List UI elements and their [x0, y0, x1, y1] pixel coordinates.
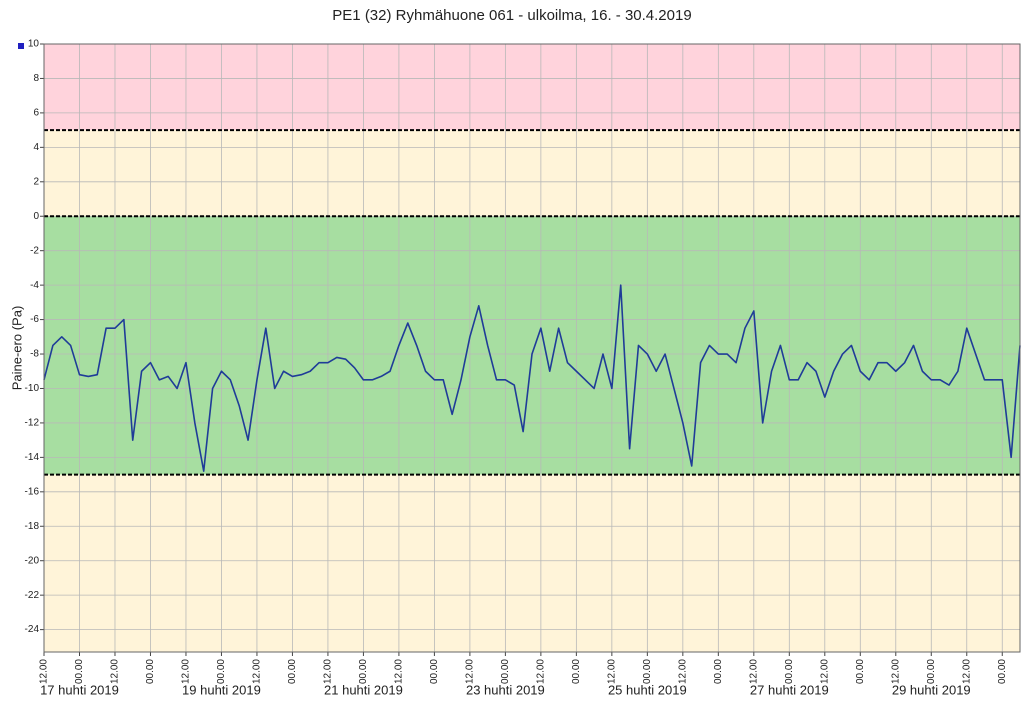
y-tick-label: -24 — [25, 624, 40, 635]
zone — [44, 130, 1020, 217]
x-tick-label: 12.00 — [536, 659, 547, 684]
x-tick-label: 00.00 — [429, 659, 440, 684]
y-tick-label: 4 — [33, 142, 39, 153]
y-tick-label: -2 — [30, 245, 39, 256]
y-tick-label: -12 — [25, 418, 40, 429]
x-tick-label: 12.00 — [890, 659, 901, 684]
zone — [44, 474, 1020, 652]
x-tick-label: 00.00 — [926, 659, 937, 684]
y-tick-label: 0 — [33, 211, 39, 222]
x-tick-label: 12.00 — [819, 659, 830, 684]
x-tick-label: 12.00 — [110, 659, 121, 684]
y-axis-title: Paine-ero (Pa) — [9, 306, 24, 391]
y-tick-label: -8 — [30, 349, 39, 360]
x-tick-label: 00.00 — [784, 659, 795, 684]
x-tick-label: 12.00 — [961, 659, 972, 684]
x-tick-label: 00.00 — [74, 659, 85, 684]
x-tick-label: 12.00 — [677, 659, 688, 684]
x-tick-label: 12.00 — [323, 659, 334, 684]
data-line — [43, 284, 1021, 472]
day-label: 19 huhti 2019 — [182, 682, 261, 697]
y-tick-label: -6 — [30, 314, 39, 325]
plot-frame — [43, 43, 1021, 653]
day-label: 23 huhti 2019 — [466, 682, 545, 697]
y-tick-label: -14 — [25, 452, 40, 463]
day-label: 27 huhti 2019 — [750, 682, 829, 697]
y-tick-label: -18 — [25, 521, 40, 532]
x-tick-label: 12.00 — [39, 659, 50, 684]
x-tick-label: 00.00 — [216, 659, 227, 684]
y-tick-label: 6 — [33, 108, 39, 119]
day-label: 29 huhti 2019 — [892, 682, 971, 697]
y-tick-label: 2 — [33, 176, 39, 187]
x-tick-label: 00.00 — [997, 659, 1008, 684]
x-tick-label: 12.00 — [252, 659, 263, 684]
x-tick-label: 00.00 — [855, 659, 866, 684]
y-tick-label: -22 — [25, 590, 40, 601]
x-tick-label: 12.00 — [748, 659, 759, 684]
series-marker — [18, 43, 24, 49]
day-label: 21 huhti 2019 — [324, 682, 403, 697]
x-tick-label: 00.00 — [500, 659, 511, 684]
zone — [44, 216, 1020, 475]
y-tick-label: -20 — [25, 555, 40, 566]
x-tick-label: 00.00 — [642, 659, 653, 684]
y-tick-label: -16 — [25, 486, 40, 497]
x-tick-label: 00.00 — [713, 659, 724, 684]
day-label: 17 huhti 2019 — [40, 682, 119, 697]
x-tick-label: 12.00 — [465, 659, 476, 684]
x-tick-label: 12.00 — [606, 659, 617, 684]
x-tick-label: 00.00 — [145, 659, 156, 684]
chart-title: PE1 (32) Ryhmähuone 061 - ulkoilma, 16. … — [332, 7, 691, 24]
x-tick-label: 00.00 — [571, 659, 582, 684]
zone — [44, 44, 1020, 131]
y-tick-label: -4 — [30, 280, 39, 291]
y-tick-label: -10 — [25, 383, 40, 394]
x-tick-label: 00.00 — [358, 659, 369, 684]
x-tick-label: 12.00 — [394, 659, 405, 684]
x-tick-label: 00.00 — [287, 659, 298, 684]
x-tick-label: 12.00 — [181, 659, 192, 684]
y-tick-label: 8 — [33, 73, 39, 84]
day-label: 25 huhti 2019 — [608, 682, 687, 697]
y-tick-label: 10 — [28, 39, 40, 50]
